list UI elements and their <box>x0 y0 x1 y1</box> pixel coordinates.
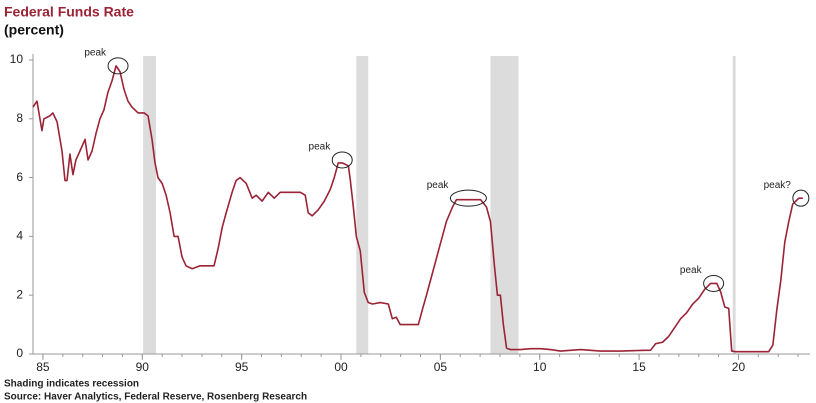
data-line <box>32 65 803 353</box>
x-tick-label: 20 <box>732 360 746 374</box>
annotation-label: peak <box>427 180 450 191</box>
y-tick-label: 2 <box>16 287 23 301</box>
y-tick-label: 4 <box>16 229 23 243</box>
chart-title: Federal Funds Rate <box>4 4 134 20</box>
annotation-label: peak <box>84 48 107 59</box>
annotation-circle <box>703 274 725 292</box>
x-tick-label: 10 <box>533 360 547 374</box>
x-tick-label: 05 <box>434 360 448 374</box>
y-tick-label: 10 <box>10 52 24 66</box>
recession-band <box>732 56 736 354</box>
annotation-circle <box>107 57 129 75</box>
annotation-circle <box>449 189 487 207</box>
x-tick-label: 85 <box>36 360 50 374</box>
x-tick-label: 15 <box>632 360 646 374</box>
annotation-label: peak? <box>764 180 792 191</box>
recession-band <box>143 56 157 354</box>
y-tick-label: 8 <box>16 111 23 125</box>
annotation-circle <box>792 189 810 207</box>
source-note: Source: Haver Analytics, Federal Reserve… <box>4 392 307 403</box>
x-tick-label: 90 <box>136 360 150 374</box>
annotation-label: peak <box>680 265 703 276</box>
note: Shading indicates recession <box>4 379 139 390</box>
annotation-label: peak <box>309 142 332 153</box>
x-tick-label: 95 <box>235 360 249 374</box>
y-tick-label: 0 <box>16 346 23 360</box>
y-tick-label: 6 <box>16 170 23 184</box>
recession-band <box>490 56 519 354</box>
recession-band <box>356 56 369 354</box>
x-tick-label: 00 <box>334 360 348 374</box>
chart-subtitle: (percent) <box>4 22 64 38</box>
annotation-circle <box>331 151 353 169</box>
